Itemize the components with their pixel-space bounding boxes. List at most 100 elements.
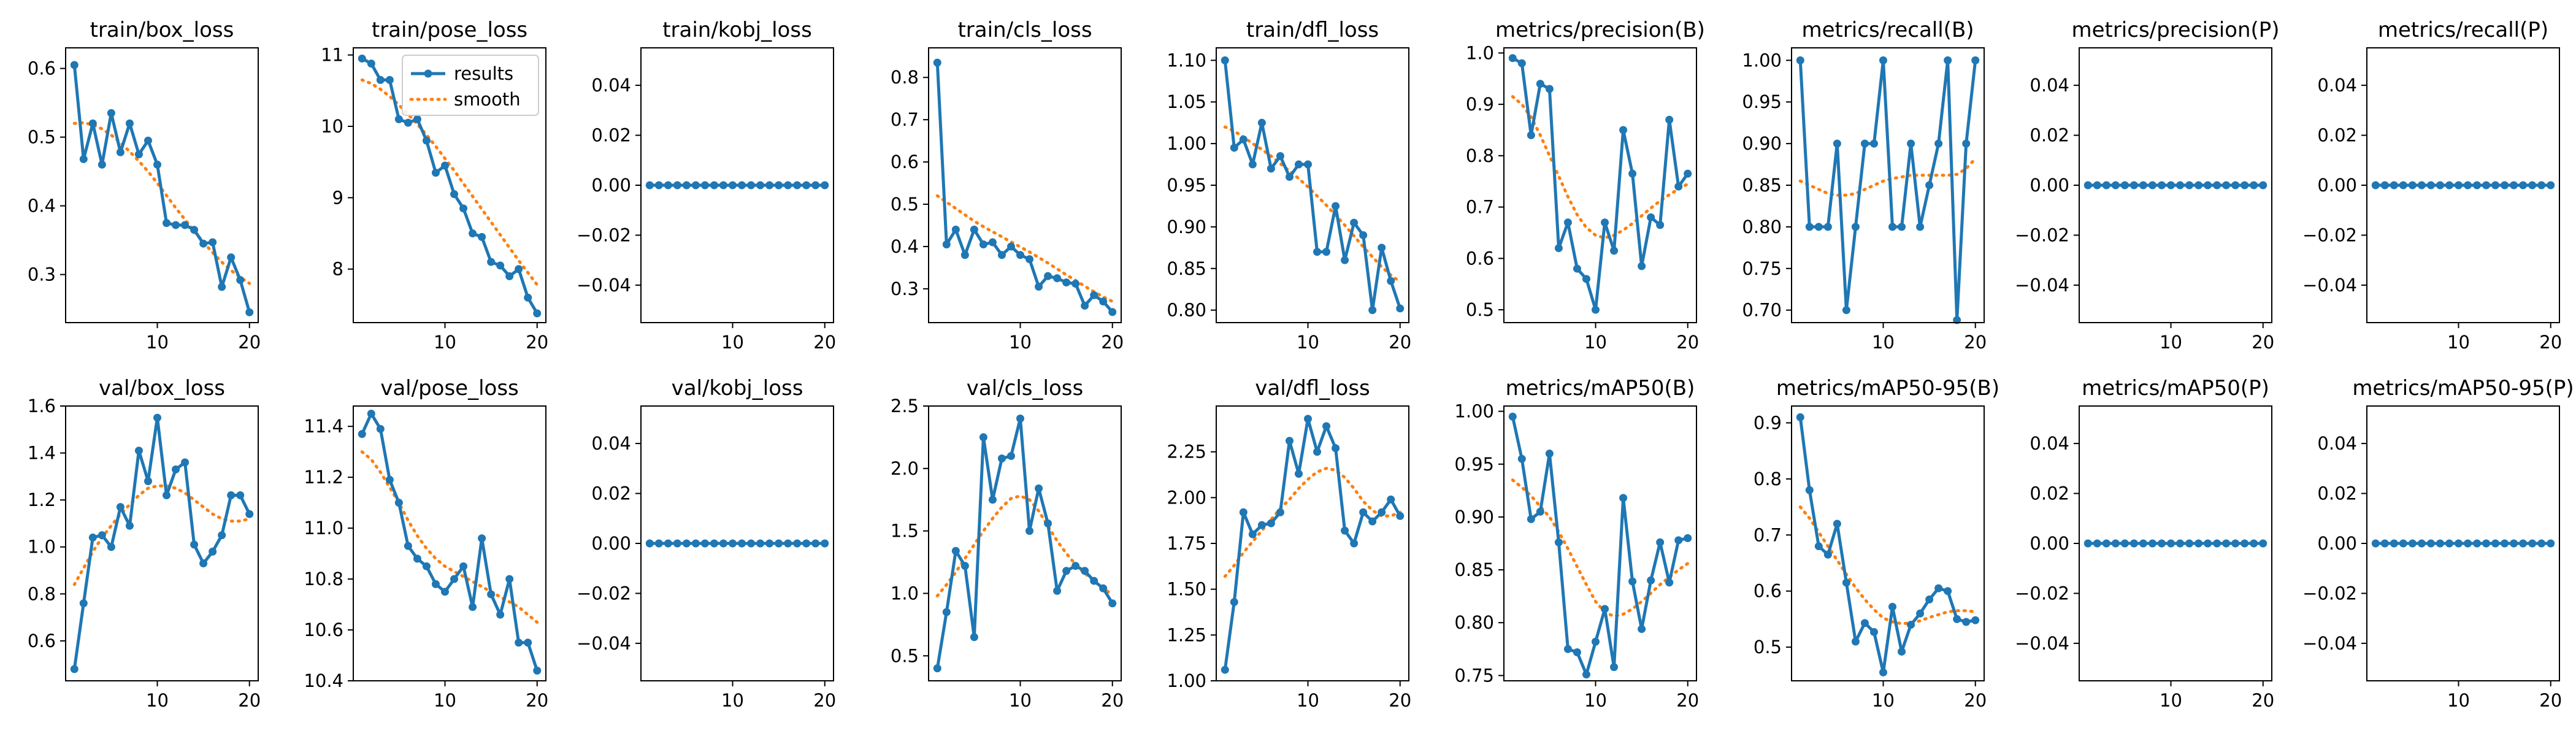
y-tick-label: −0.04 <box>2302 633 2357 654</box>
y-tick-label: 0.6 <box>891 151 919 172</box>
results-point <box>2482 539 2491 548</box>
axes-frame <box>65 405 259 681</box>
results-point <box>1869 627 1878 636</box>
y-tick-label: 9 <box>332 187 343 208</box>
results-point <box>1267 164 1275 173</box>
results-point <box>496 261 505 270</box>
results-point <box>1071 280 1080 288</box>
results-point <box>997 251 1006 259</box>
results-point <box>2537 181 2546 190</box>
results-point <box>1016 251 1024 259</box>
results-point <box>404 118 412 127</box>
y-tick-label: 1.00 <box>1167 133 1206 154</box>
subplot: train/dfl_loss 10 20 0.80 0.85 0.90 0.95 1.00 1.… <box>1167 18 1411 353</box>
y-tick-label: 0.8 <box>1466 145 1494 166</box>
results-point <box>376 424 385 433</box>
x-tick-label: 10 <box>2447 332 2470 353</box>
results-point <box>1573 264 1581 273</box>
results-point <box>2528 539 2537 548</box>
results-point <box>144 136 152 145</box>
results-point <box>2083 539 2092 548</box>
y-tick-label: 0.8 <box>891 67 919 88</box>
y-tick-label: 0.7 <box>1466 197 1494 218</box>
results-point <box>2399 539 2407 548</box>
results-point <box>2111 539 2120 548</box>
smooth-line <box>360 450 539 624</box>
y-tick-label: 0.3 <box>891 278 919 299</box>
subplot: train/box_loss 10 20 0.3 0.4 0.5 0.6 <box>28 18 261 353</box>
subplot: metrics/precision(P) 10 20 −0.04 −0.02 0.00 0.… <box>2015 18 2279 353</box>
axes-frame <box>2366 405 2560 681</box>
y-tick-label: 1.00 <box>1454 401 1494 422</box>
subplot-title: metrics/mAP50-95(P) <box>2352 376 2574 401</box>
x-tick-label: 10 <box>1297 332 1319 353</box>
results-line <box>935 62 1114 313</box>
results-point <box>2501 539 2509 548</box>
subplot-title: train/cls_loss <box>957 18 1092 42</box>
results-point <box>951 546 960 555</box>
results-point <box>209 238 217 247</box>
subplot-title: metrics/mAP50(B) <box>1506 376 1695 401</box>
results-point <box>1062 278 1071 287</box>
y-tick-label: −0.02 <box>2302 224 2357 245</box>
x-tick-label: 10 <box>721 690 744 711</box>
results-point <box>942 240 951 248</box>
smooth-line <box>935 194 1114 304</box>
y-tick-label: 0.02 <box>2030 125 2069 146</box>
subplot: val/dfl_loss 10 20 1.00 1.25 1.50 1.75 2.00 2.25 <box>1167 376 1411 711</box>
x-tick-label: 20 <box>1101 332 1124 353</box>
results-point <box>125 119 134 128</box>
results-point <box>2185 539 2194 548</box>
axes-frame <box>928 405 1122 681</box>
results-point <box>533 666 542 675</box>
subplot-title: val/pose_loss <box>380 376 519 401</box>
y-tick-label: 0.02 <box>591 125 631 146</box>
results-point <box>1378 508 1386 516</box>
results-point <box>1907 139 1915 148</box>
y-tick-label: −0.04 <box>2015 275 2069 296</box>
y-tick-label: 10 <box>321 116 343 137</box>
x-tick-label: 20 <box>1389 332 1411 353</box>
results-point <box>459 562 468 570</box>
y-tick-label: −0.04 <box>577 633 631 654</box>
results-point <box>2454 539 2463 548</box>
results-point <box>2528 181 2537 190</box>
results-point <box>2464 181 2472 190</box>
results-point <box>2417 181 2426 190</box>
results-point <box>682 181 691 190</box>
results-point <box>784 181 792 190</box>
results-point <box>1257 118 1266 127</box>
smooth-line <box>360 78 539 286</box>
y-tick-label: 0.00 <box>2317 533 2357 554</box>
results-point <box>1805 223 1814 231</box>
results-point <box>153 160 161 169</box>
results-point <box>2148 539 2156 548</box>
axes-frame <box>640 405 834 681</box>
results-point <box>1944 56 1952 64</box>
results-point <box>2547 539 2555 548</box>
results-point <box>1276 508 1284 516</box>
results-point <box>1378 243 1386 252</box>
results-point <box>2250 539 2258 548</box>
y-tick-label: 0.6 <box>28 58 56 79</box>
results-point <box>2259 539 2267 548</box>
subplot: metrics/mAP50(P) 10 20 −0.04 −0.02 0.00 0.02 0.… <box>2015 376 2274 711</box>
y-tick-label: 0.90 <box>1454 507 1494 527</box>
results-point <box>1610 663 1619 672</box>
results-point <box>469 603 477 611</box>
x-tick-label: 10 <box>2160 332 2182 353</box>
results-point <box>227 491 236 500</box>
results-point <box>487 590 496 599</box>
results-point <box>1230 144 1238 152</box>
results-point <box>358 430 366 439</box>
y-tick-label: 0.04 <box>2030 433 2069 454</box>
results-point <box>199 239 208 248</box>
results-point <box>1563 218 1572 227</box>
x-tick-label: 20 <box>2252 690 2274 711</box>
results-point <box>1044 519 1052 527</box>
results-point <box>524 293 532 302</box>
results-point <box>1062 567 1071 575</box>
smooth-line <box>1223 125 1402 283</box>
results-point <box>2259 181 2267 190</box>
x-tick-label: 10 <box>1009 332 1032 353</box>
